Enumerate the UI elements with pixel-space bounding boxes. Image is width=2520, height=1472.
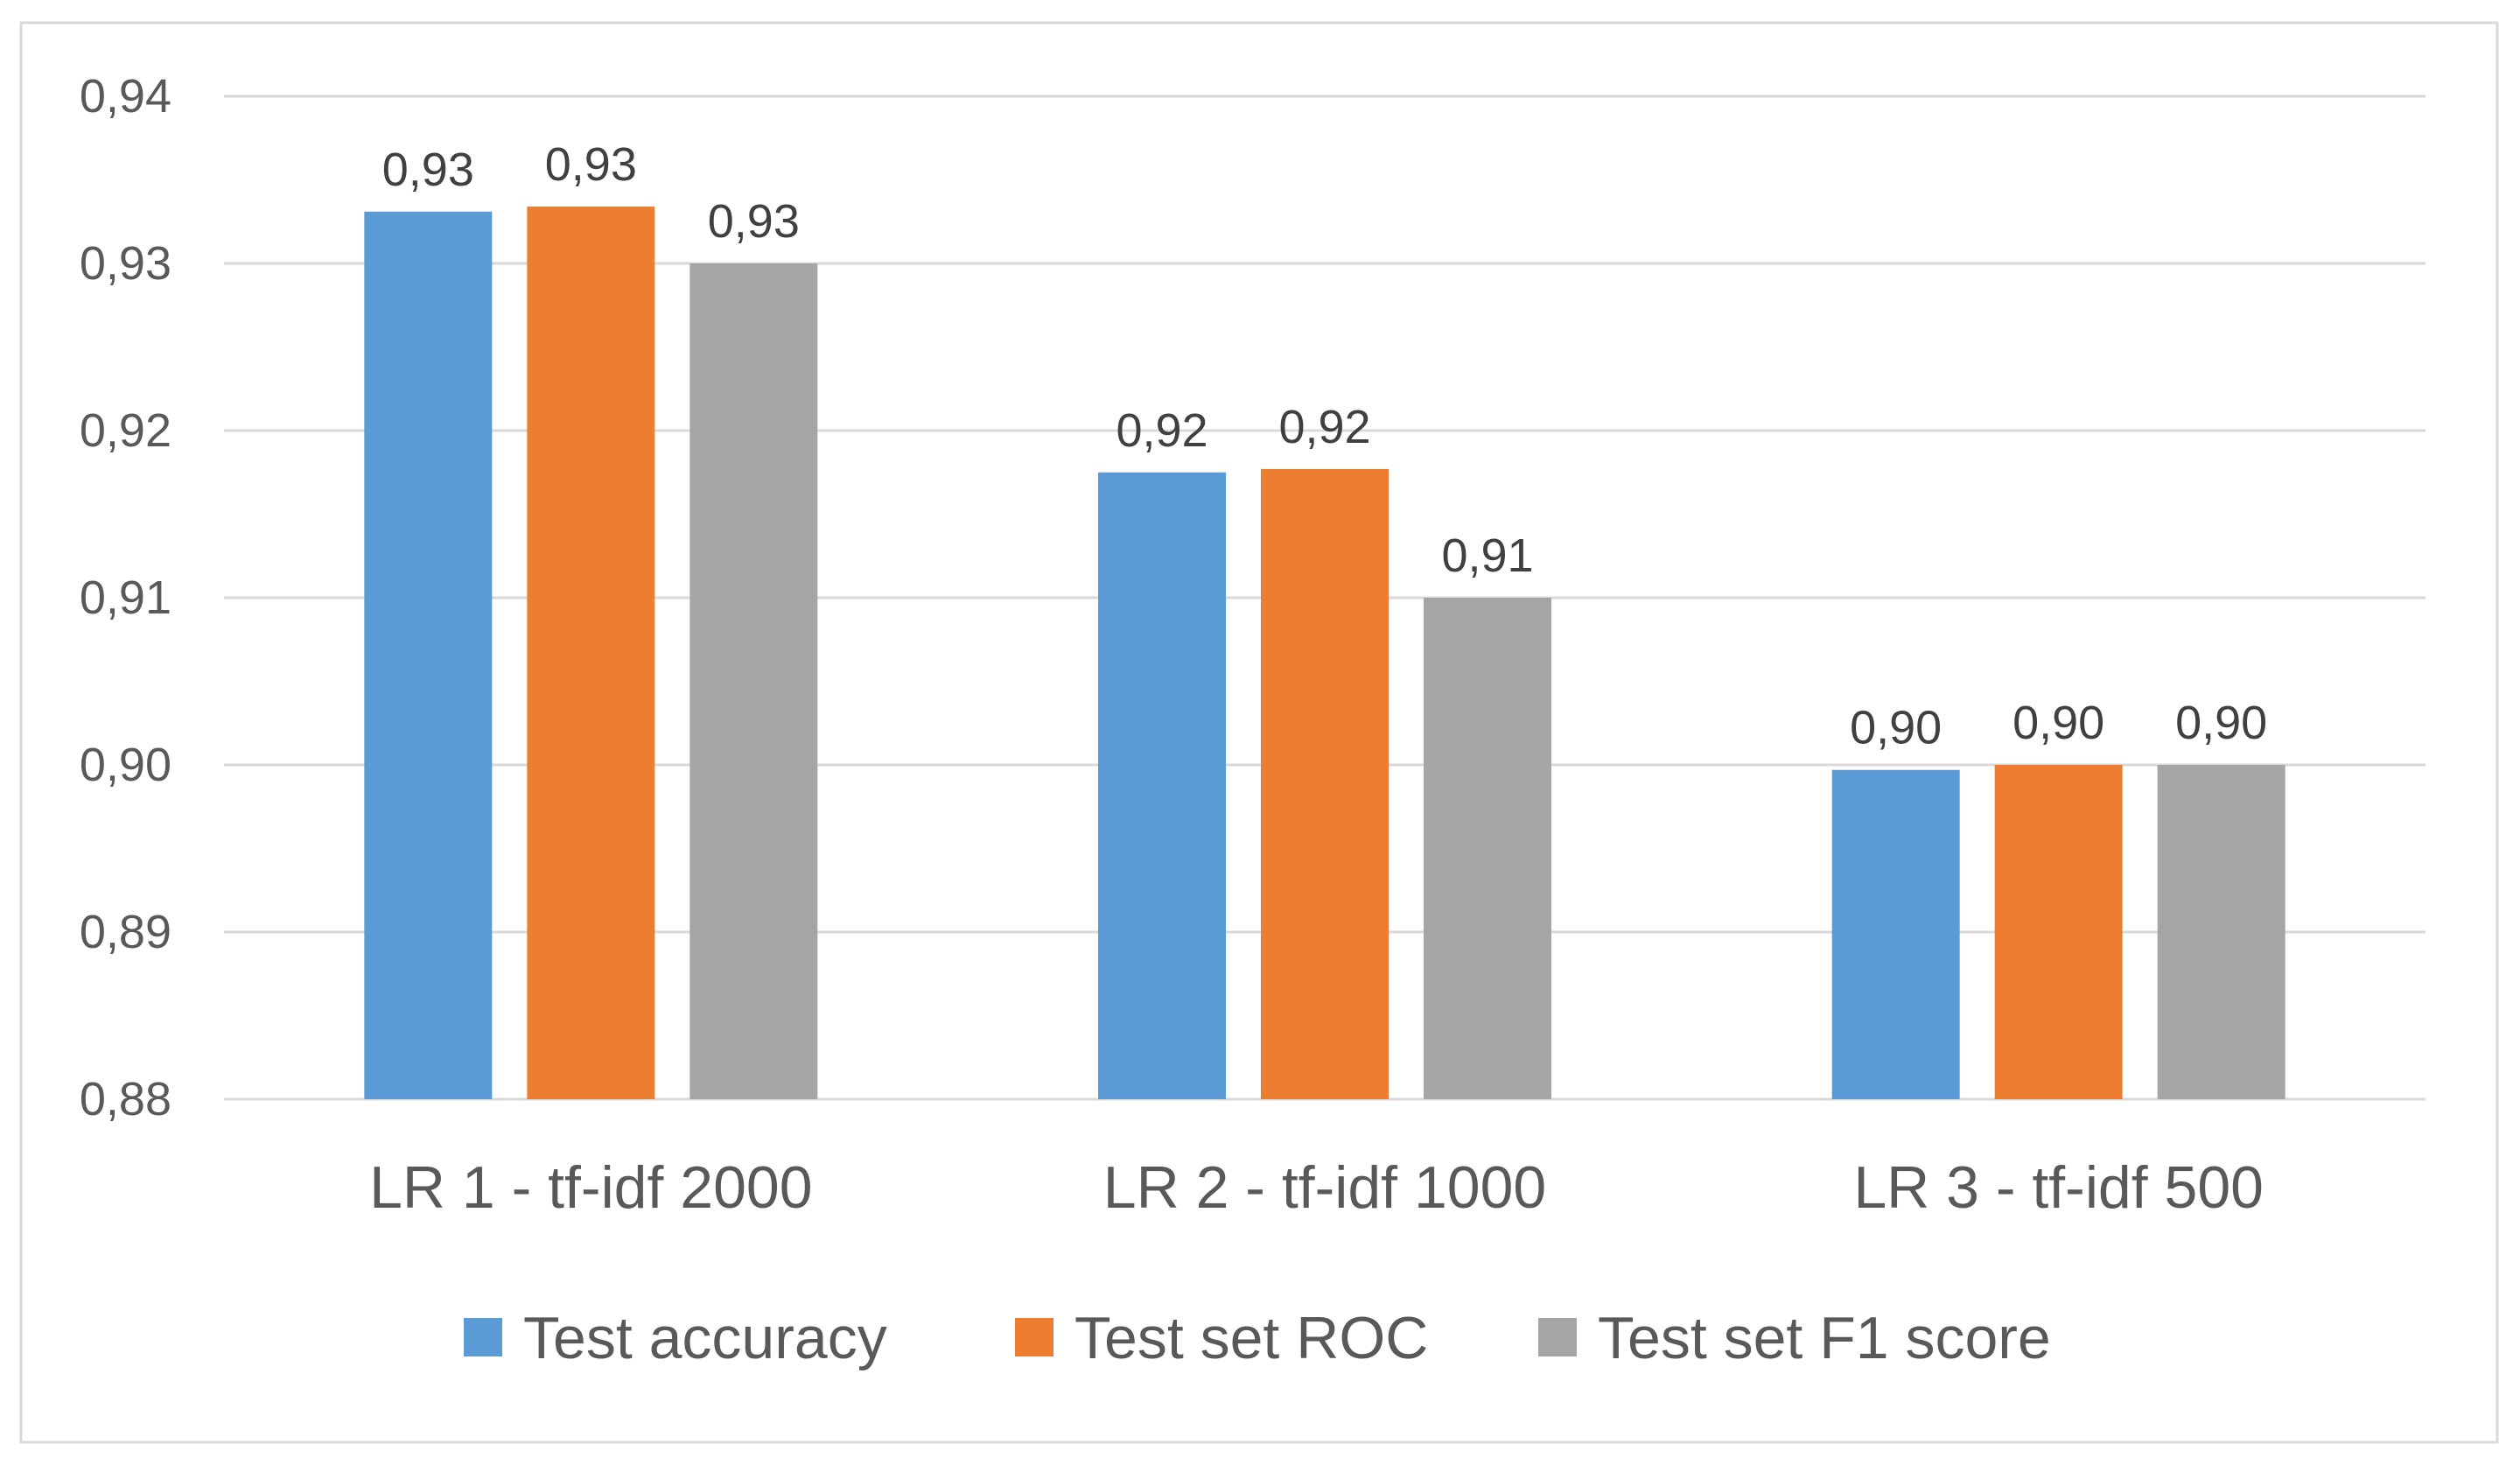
x-category-label: LR 1 - tf-idf 2000 bbox=[369, 1154, 812, 1221]
data-label: 0,90 bbox=[2175, 697, 2267, 749]
data-label: 0,93 bbox=[382, 144, 474, 196]
bar bbox=[1994, 765, 2123, 1099]
bar bbox=[690, 263, 818, 1099]
data-label: 0,93 bbox=[545, 138, 637, 191]
y-tick-label: 0,94 bbox=[80, 70, 172, 123]
data-label: 0,90 bbox=[2012, 697, 2104, 749]
x-axis-category-labels: LR 1 - tf-idf 2000 LR 2 - tf-idf 1000 LR 3… bbox=[369, 1154, 2264, 1221]
x-category-label: LR 2 - tf-idf 1000 bbox=[1103, 1154, 1546, 1221]
data-label: 0,91 bbox=[1441, 529, 1533, 582]
bars bbox=[364, 207, 2286, 1100]
bar bbox=[527, 207, 655, 1099]
y-axis-tick-labels: 0,88 0,89 0,90 0,91 0,92 0,93 0,94 bbox=[80, 70, 172, 1125]
bar bbox=[1831, 769, 1960, 1099]
y-tick-label: 0,93 bbox=[80, 237, 172, 290]
x-category-label: LR 3 - tf-idf 500 bbox=[1853, 1154, 2264, 1221]
y-tick-label: 0,91 bbox=[80, 571, 172, 624]
legend-label: Test set ROC bbox=[1074, 1305, 1428, 1371]
legend-label: Test accuracy bbox=[523, 1305, 887, 1371]
bar bbox=[2157, 765, 2286, 1099]
data-label: 0,90 bbox=[1850, 702, 1942, 754]
y-tick-label: 0,88 bbox=[80, 1073, 172, 1125]
legend-swatch bbox=[1538, 1318, 1577, 1356]
bar bbox=[1261, 468, 1389, 1099]
y-tick-label: 0,90 bbox=[80, 739, 172, 791]
data-label: 0,93 bbox=[708, 195, 800, 248]
legend: Test accuracy Test set ROC Test set F1 sco… bbox=[464, 1305, 2051, 1371]
bar bbox=[364, 211, 493, 1100]
y-tick-label: 0,92 bbox=[80, 404, 172, 457]
legend-label: Test set F1 score bbox=[1598, 1305, 2051, 1371]
data-labels: 0,93 0,93 0,93 0,92 0,92 0,91 0,90 0,90 0,90 bbox=[382, 138, 2267, 754]
data-label: 0,92 bbox=[1116, 404, 1208, 457]
bar bbox=[1098, 472, 1226, 1099]
legend-swatch bbox=[464, 1318, 502, 1356]
bar bbox=[1424, 598, 1551, 1099]
y-tick-label: 0,89 bbox=[80, 906, 172, 958]
data-label: 0,92 bbox=[1278, 401, 1370, 453]
legend-swatch bbox=[1015, 1318, 1054, 1356]
